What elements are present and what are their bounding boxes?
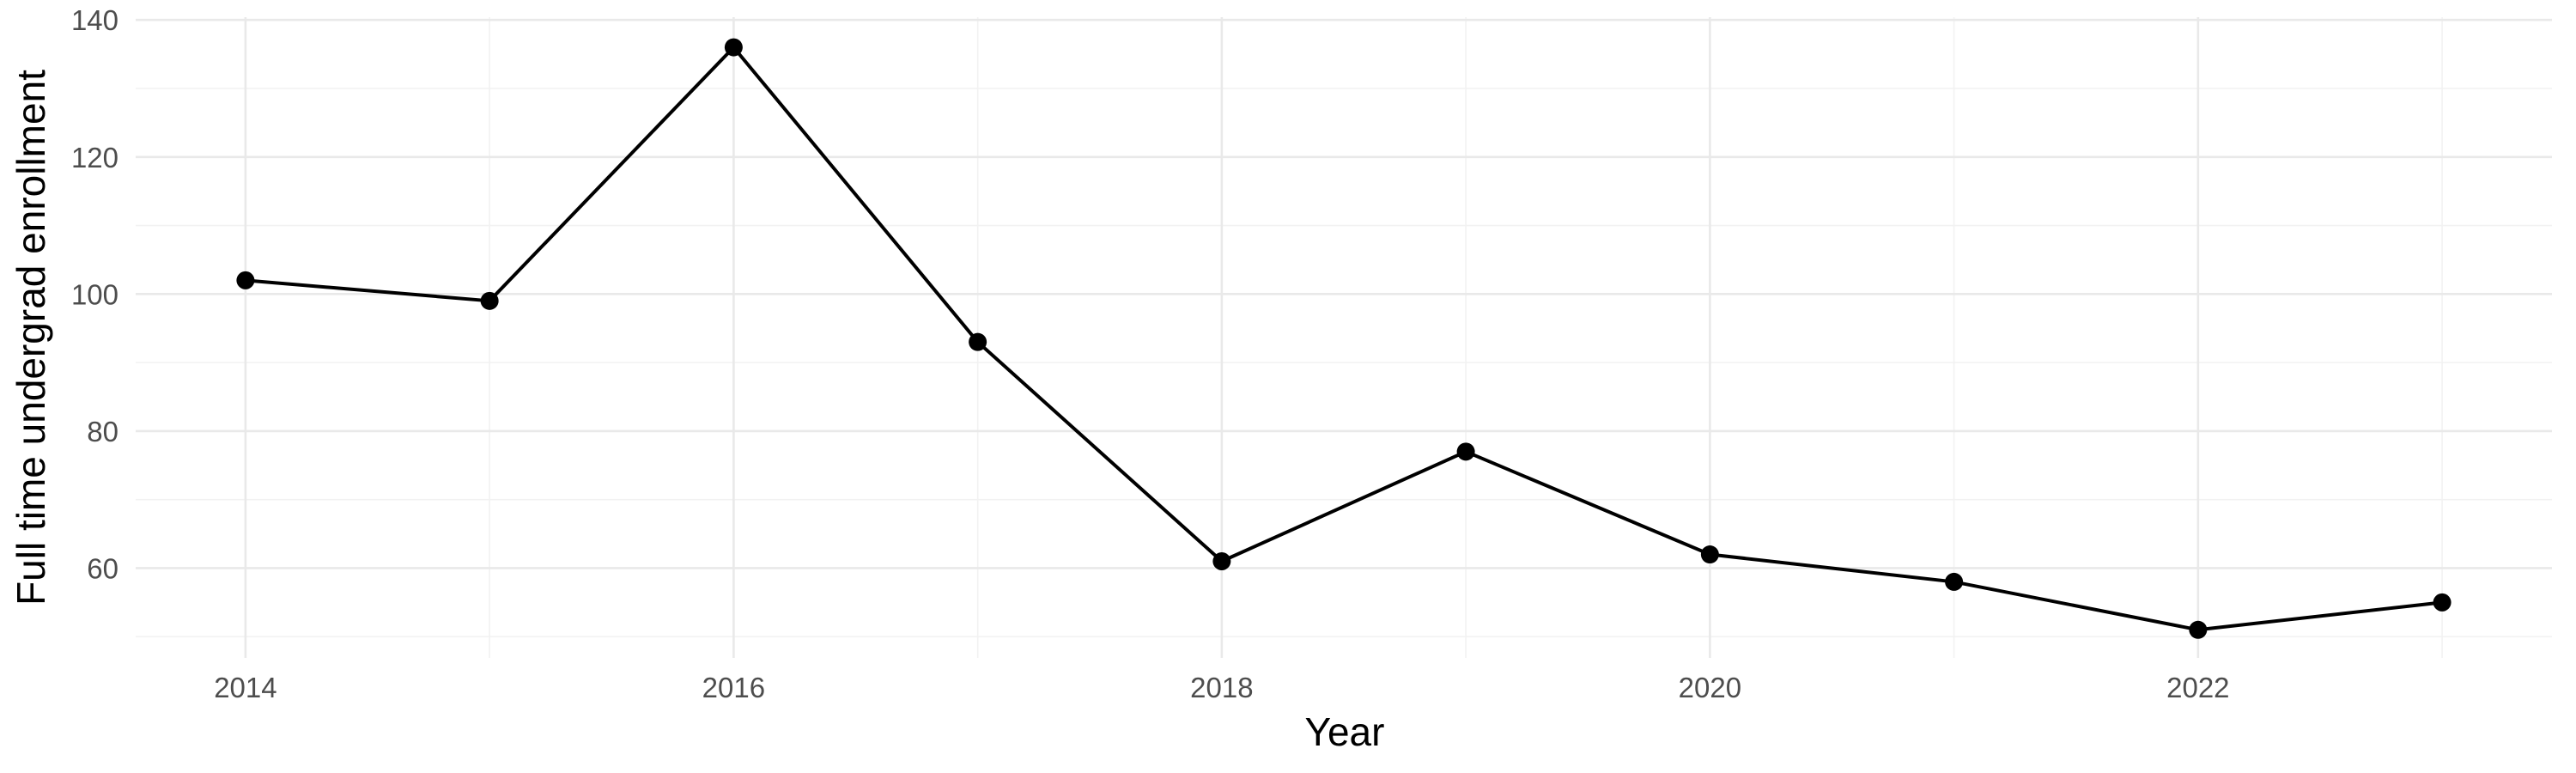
data-point [1700, 545, 1719, 564]
major-gridlines [136, 17, 2552, 658]
x-tick-label: 2020 [1679, 672, 1741, 703]
data-point [969, 332, 987, 351]
data-points [236, 38, 2451, 639]
x-tick-label: 2018 [1190, 672, 1253, 703]
line-series [243, 46, 2445, 632]
x-tick-label: 2014 [214, 672, 276, 703]
data-point [480, 291, 499, 310]
x-axis-title: Year [1305, 709, 1385, 754]
enrollment-trend-line [243, 46, 2445, 632]
data-point [724, 38, 743, 57]
y-tick-label: 80 [87, 416, 118, 447]
data-point [1212, 552, 1231, 571]
x-tick-label: 2022 [2166, 672, 2229, 703]
x-tick-label: 2016 [702, 672, 765, 703]
y-tick-label: 60 [87, 552, 118, 584]
y-axis-tick-labels: 60 80 100 120 140 [71, 4, 118, 584]
data-point [1945, 572, 1964, 591]
y-axis-title: Full time undergrad enrollment [9, 70, 53, 606]
y-tick-label: 120 [71, 142, 118, 173]
data-point [2189, 620, 2208, 639]
data-point [2433, 593, 2451, 612]
data-point [1456, 442, 1475, 461]
data-point [236, 271, 255, 289]
y-tick-label: 140 [71, 4, 118, 36]
x-axis-tick-labels: 2014 2016 2018 2020 2022 [214, 672, 2229, 703]
y-tick-label: 100 [71, 278, 118, 310]
minor-gridlines [136, 17, 2552, 658]
